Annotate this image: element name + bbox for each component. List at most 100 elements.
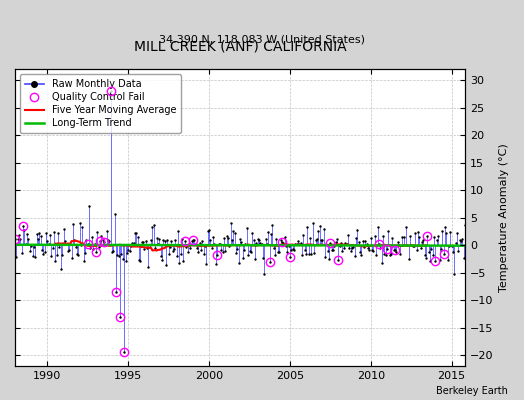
Point xyxy=(50,229,58,236)
Point xyxy=(54,230,62,236)
Point xyxy=(34,236,42,242)
Point xyxy=(65,247,73,253)
Point xyxy=(446,228,454,235)
Point xyxy=(261,236,270,242)
Point xyxy=(245,248,254,254)
Point xyxy=(380,251,388,257)
Point xyxy=(297,240,305,246)
Point xyxy=(384,228,392,234)
Point xyxy=(395,241,403,248)
Point xyxy=(57,266,65,273)
Point xyxy=(430,234,439,241)
Point xyxy=(35,230,43,236)
Point xyxy=(454,248,463,254)
Point xyxy=(391,247,399,254)
Point xyxy=(298,251,306,258)
Point xyxy=(197,247,205,254)
Point xyxy=(89,246,97,252)
Point xyxy=(238,255,247,262)
Point xyxy=(278,238,286,245)
Point xyxy=(224,235,232,241)
Point xyxy=(52,252,61,259)
Point xyxy=(424,249,433,256)
Point xyxy=(120,349,128,356)
Point xyxy=(23,230,31,237)
Point xyxy=(39,251,48,257)
Point xyxy=(146,242,154,248)
Point xyxy=(75,220,84,226)
Point xyxy=(77,241,85,248)
Point xyxy=(377,260,386,266)
Point xyxy=(287,247,296,254)
Point xyxy=(460,255,468,261)
Point xyxy=(321,254,329,260)
Point xyxy=(28,253,37,260)
Point xyxy=(154,241,162,247)
Point xyxy=(399,242,407,248)
Point xyxy=(360,243,368,250)
Point xyxy=(303,224,312,230)
Point xyxy=(398,234,406,240)
Point xyxy=(271,252,279,258)
Point xyxy=(452,240,460,246)
Point xyxy=(348,245,356,252)
Point xyxy=(433,237,441,243)
Point xyxy=(42,230,50,236)
Point xyxy=(410,242,418,249)
Point xyxy=(125,248,134,254)
Point xyxy=(97,233,105,239)
Point xyxy=(240,247,248,254)
Point xyxy=(140,246,149,252)
Point xyxy=(122,258,130,264)
Point xyxy=(417,244,425,251)
Point xyxy=(127,242,135,249)
Point xyxy=(144,264,152,270)
Point xyxy=(275,248,283,255)
Point xyxy=(447,242,456,249)
Point xyxy=(250,256,259,262)
Point xyxy=(257,241,266,247)
Point xyxy=(214,241,223,248)
Point xyxy=(438,228,446,234)
Point xyxy=(325,256,333,263)
Point xyxy=(46,232,54,238)
Point xyxy=(306,235,314,242)
Point xyxy=(282,242,290,249)
Point xyxy=(351,253,359,259)
Point xyxy=(288,246,297,252)
Point xyxy=(156,252,165,259)
Point xyxy=(26,247,34,254)
Point xyxy=(100,238,108,245)
Point xyxy=(450,270,458,277)
Point xyxy=(123,249,131,256)
Point xyxy=(286,253,294,260)
Point xyxy=(311,237,320,243)
Point xyxy=(457,238,465,244)
Point xyxy=(357,252,366,258)
Point xyxy=(462,247,471,254)
Point xyxy=(301,247,309,254)
Point xyxy=(295,241,303,247)
Point xyxy=(279,240,287,246)
Point xyxy=(159,237,168,243)
Point xyxy=(229,227,237,234)
Point xyxy=(313,236,321,242)
Point xyxy=(43,238,51,244)
Point xyxy=(368,247,376,254)
Point xyxy=(406,233,414,240)
Point xyxy=(441,224,449,230)
Point xyxy=(45,241,53,247)
Point xyxy=(71,244,80,250)
Point xyxy=(111,211,119,217)
Point xyxy=(429,252,437,258)
Point xyxy=(141,238,150,244)
Point xyxy=(90,241,99,247)
Point xyxy=(372,252,380,258)
Point xyxy=(333,236,341,242)
Point xyxy=(411,230,420,236)
Point xyxy=(375,240,383,247)
Point xyxy=(400,234,409,240)
Point xyxy=(323,247,332,254)
Point xyxy=(387,251,395,257)
Point xyxy=(235,259,243,266)
